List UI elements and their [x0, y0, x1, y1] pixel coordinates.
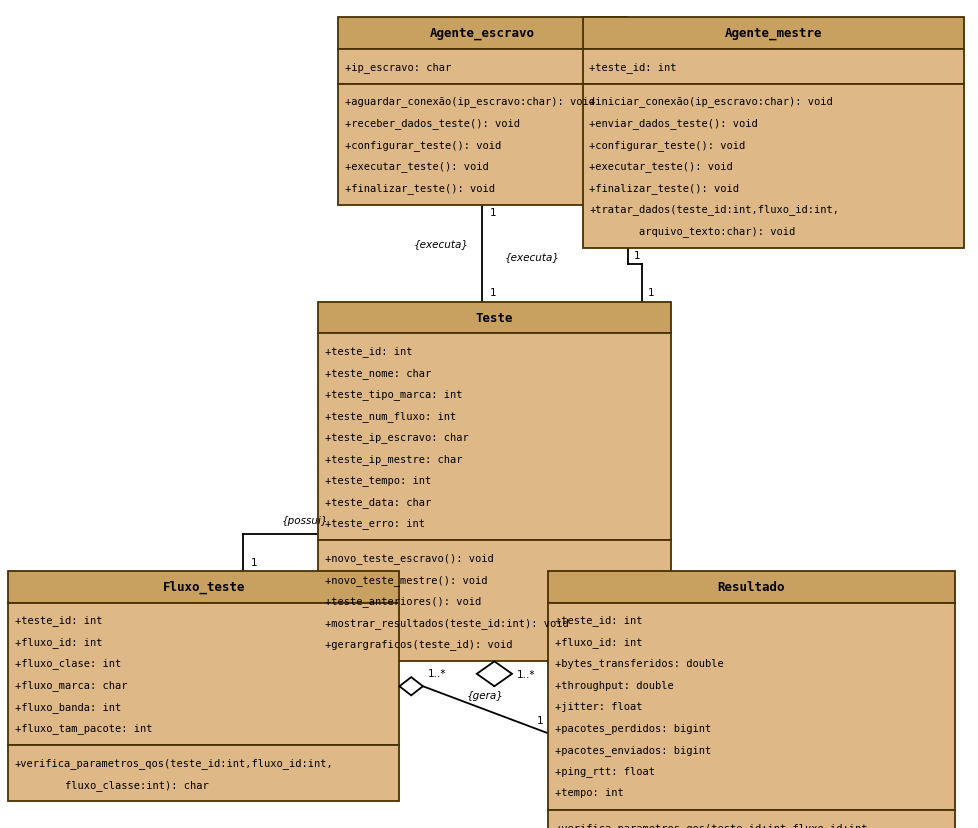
Text: +mostrar_resultados(teste_id:int): void: +mostrar_resultados(teste_id:int): void — [325, 617, 568, 628]
Text: +throughput: double: +throughput: double — [555, 680, 673, 690]
Text: +executar_teste(): void: +executar_teste(): void — [589, 161, 733, 172]
Text: +verifica_parametros_qos(teste_id:int,fluxo_id:int,: +verifica_parametros_qos(teste_id:int,fl… — [15, 757, 333, 768]
Text: +pacotes_enviados: bigint: +pacotes_enviados: bigint — [555, 744, 711, 755]
Bar — [582, 84, 963, 248]
Text: +teste_num_fluxo: int: +teste_num_fluxo: int — [325, 410, 456, 421]
Text: +fluxo_id: int: +fluxo_id: int — [15, 636, 102, 647]
Bar — [8, 745, 399, 802]
Text: +teste_id: int: +teste_id: int — [589, 61, 676, 73]
Text: 1: 1 — [634, 251, 641, 261]
Bar — [318, 541, 670, 662]
Text: +fluxo_tam_pacote: int: +fluxo_tam_pacote: int — [15, 722, 152, 734]
Bar — [582, 18, 963, 50]
Text: +enviar_dados_teste(): void: +enviar_dados_teste(): void — [589, 118, 757, 129]
Text: arquivo_texto:char): void: arquivo_texto:char): void — [589, 225, 795, 237]
Bar — [337, 84, 626, 205]
Text: Teste: Teste — [475, 311, 512, 325]
Text: +aguardar_conexão(ip_escravo:char): void: +aguardar_conexão(ip_escravo:char): void — [344, 96, 594, 108]
Bar — [582, 50, 963, 84]
Text: +fluxo_banda: int: +fluxo_banda: int — [15, 700, 121, 712]
Bar — [548, 810, 954, 828]
Text: +ip_escravo: char: +ip_escravo: char — [344, 61, 451, 73]
Text: +pacotes_perdidos: bigint: +pacotes_perdidos: bigint — [555, 722, 711, 734]
Text: 1: 1 — [646, 288, 653, 298]
Text: +fluxo_clase: int: +fluxo_clase: int — [15, 657, 121, 669]
Text: +executar_teste(): void: +executar_teste(): void — [344, 161, 488, 172]
Text: {executa}: {executa} — [413, 239, 468, 249]
Text: +teste_anteriores(): void: +teste_anteriores(): void — [325, 595, 481, 607]
Text: fluxo_classe:int): char: fluxo_classe:int): char — [15, 778, 208, 790]
Bar — [318, 302, 670, 334]
Text: +teste_tipo_marca: int: +teste_tipo_marca: int — [325, 388, 462, 400]
Bar — [318, 334, 670, 541]
Text: +ping_rtt: float: +ping_rtt: float — [555, 765, 654, 777]
Text: {gera}: {gera} — [467, 690, 504, 700]
Polygon shape — [399, 677, 422, 696]
Text: Agente_escravo: Agente_escravo — [429, 27, 534, 41]
Text: +teste_id: int: +teste_id: int — [325, 345, 412, 357]
Text: +bytes_transferidos: double: +bytes_transferidos: double — [555, 657, 723, 669]
Bar — [548, 603, 954, 810]
Text: +receber_dados_teste(): void: +receber_dados_teste(): void — [344, 118, 519, 129]
Text: +iniciar_conexão(ip_escravo:char): void: +iniciar_conexão(ip_escravo:char): void — [589, 96, 832, 108]
Text: 1..*: 1..* — [516, 669, 535, 679]
Text: {executa}: {executa} — [505, 252, 559, 262]
Text: +gerargraficos(teste_id): void: +gerargraficos(teste_id): void — [325, 638, 512, 650]
Text: 1: 1 — [489, 288, 496, 298]
Text: +finalizar_teste(): void: +finalizar_teste(): void — [589, 182, 738, 194]
Text: +teste_id: int: +teste_id: int — [15, 614, 102, 626]
Text: Resultado: Resultado — [717, 580, 784, 594]
Text: +teste_ip_mestre: char: +teste_ip_mestre: char — [325, 453, 462, 465]
Bar — [8, 571, 399, 603]
Text: +configurar_teste(): void: +configurar_teste(): void — [589, 139, 745, 151]
Text: 1: 1 — [536, 715, 543, 725]
Text: +tratar_dados(teste_id:int,fluxo_id:int,: +tratar_dados(teste_id:int,fluxo_id:int, — [589, 204, 838, 215]
Text: +teste_tempo: int: +teste_tempo: int — [325, 474, 431, 486]
Text: +teste_nome: char: +teste_nome: char — [325, 367, 431, 378]
Polygon shape — [476, 662, 511, 686]
Text: +configurar_teste(): void: +configurar_teste(): void — [344, 139, 501, 151]
Text: +finalizar_teste(): void: +finalizar_teste(): void — [344, 182, 494, 194]
Bar — [8, 603, 399, 745]
Text: Agente_mestre: Agente_mestre — [724, 27, 822, 41]
Text: +teste_erro: int: +teste_erro: int — [325, 518, 424, 529]
Text: +teste_ip_escravo: char: +teste_ip_escravo: char — [325, 431, 468, 443]
Text: +novo_teste_escravo(): void: +novo_teste_escravo(): void — [325, 552, 493, 564]
Text: +fluxo_id: int: +fluxo_id: int — [555, 636, 642, 647]
Text: +fluxo_marca: char: +fluxo_marca: char — [15, 679, 127, 691]
Bar — [337, 18, 626, 50]
Text: +verifica_parametros_qos(teste_id:int,fluxo_id:int,: +verifica_parametros_qos(teste_id:int,fl… — [555, 821, 873, 828]
Text: +novo_teste_mestre(): void: +novo_teste_mestre(): void — [325, 574, 487, 585]
Bar — [337, 50, 626, 84]
Bar — [548, 571, 954, 603]
Text: {possui}: {possui} — [282, 516, 328, 526]
Text: +jitter: float: +jitter: float — [555, 701, 642, 711]
Text: +tempo: int: +tempo: int — [555, 787, 623, 797]
Text: 1: 1 — [250, 557, 257, 567]
Text: +teste_id: int: +teste_id: int — [555, 614, 642, 626]
Text: +teste_data: char: +teste_data: char — [325, 496, 431, 508]
Text: 1..*: 1..* — [427, 668, 446, 678]
Text: 1: 1 — [489, 208, 496, 218]
Text: Fluxo_teste: Fluxo_teste — [162, 580, 244, 594]
